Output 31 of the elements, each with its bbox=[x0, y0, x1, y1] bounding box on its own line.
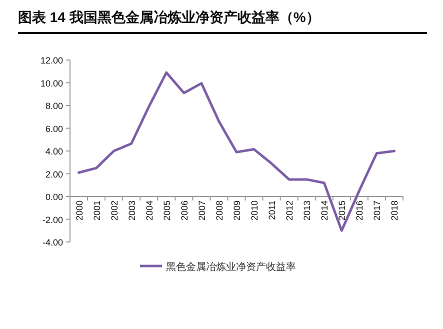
x-tick-label: 2017 bbox=[372, 200, 382, 221]
x-tick-label: 2015 bbox=[337, 200, 348, 221]
y-tick-label: -2.00 bbox=[42, 214, 63, 225]
x-tick-label: 2004 bbox=[144, 200, 154, 221]
x-tick-label: 2006 bbox=[179, 200, 190, 221]
x-tick-label: 2009 bbox=[232, 200, 242, 221]
y-tick-label: 12.00 bbox=[40, 56, 63, 66]
x-tick-label: 2008 bbox=[214, 200, 224, 221]
y-tick-label: 4.00 bbox=[45, 146, 63, 156]
x-tick-label: 2011 bbox=[267, 200, 278, 220]
x-tick-label: 2005 bbox=[162, 200, 172, 221]
x-tick-label: 2018 bbox=[390, 200, 400, 221]
x-tick-label: 2001 bbox=[92, 200, 102, 221]
x-tick-label: 2016 bbox=[354, 200, 365, 221]
x-tick-label: 2003 bbox=[126, 200, 137, 221]
y-tick-label: -4.00 bbox=[42, 238, 63, 248]
y-tick-label: 2.00 bbox=[45, 169, 63, 180]
x-tick-label: 2013 bbox=[302, 200, 312, 221]
y-tick-label: 0.00 bbox=[45, 192, 63, 202]
y-tick-label: 10.00 bbox=[40, 78, 63, 88]
chart-title: 图表 14 我国黑色金属冶炼业净资产收益率（%） bbox=[18, 9, 320, 25]
x-tick-label: 2014 bbox=[320, 200, 330, 221]
y-tick-label: 8.00 bbox=[45, 101, 63, 111]
x-tick-label: 2010 bbox=[250, 200, 260, 221]
x-tick-label: 2007 bbox=[196, 200, 207, 221]
x-tick-label: 2012 bbox=[284, 200, 295, 221]
line-series bbox=[78, 71, 396, 232]
x-tick-label: 2002 bbox=[109, 200, 120, 221]
y-tick-label: 6.00 bbox=[45, 124, 63, 134]
legend-label: 黑色金属冶炼业净资产收益率 bbox=[166, 261, 296, 273]
x-tick-label: 2000 bbox=[74, 200, 84, 221]
